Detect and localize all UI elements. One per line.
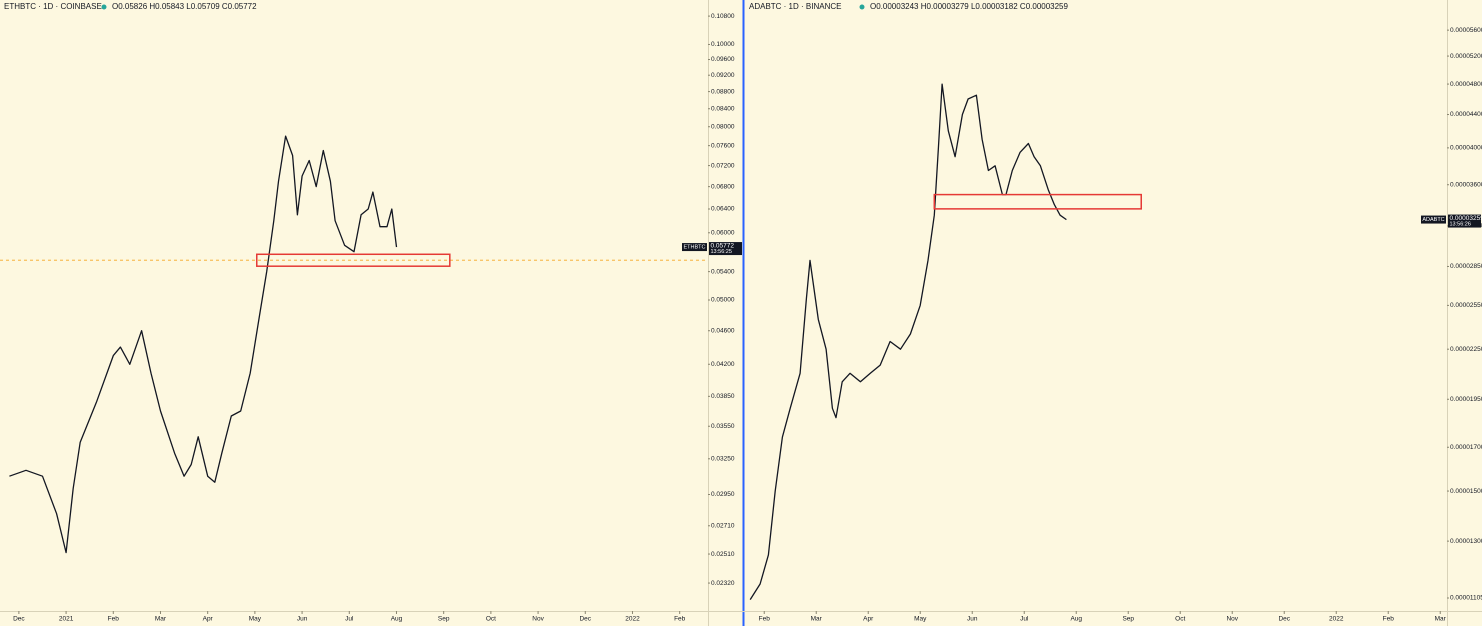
price-tag-countdown: 13:56:25 — [711, 249, 732, 255]
y-tick-label: 0.00001300 — [1450, 538, 1482, 545]
x-tick-label: Aug — [391, 616, 403, 623]
x-tick-label: Aug — [1070, 616, 1082, 623]
price-tag-symbol: ETHBTC — [684, 245, 706, 251]
y-tick-label: 0.09600 — [711, 56, 735, 63]
y-tick-label: 0.10000 — [711, 41, 735, 48]
y-tick-label: 0.03250 — [711, 456, 735, 463]
y-tick-label: 0.02510 — [711, 551, 735, 558]
y-tick-label: 0.06400 — [711, 206, 735, 213]
zone-box — [256, 253, 451, 267]
y-tick-label: 0.00001500 — [1450, 488, 1482, 495]
price-tag-bg — [1448, 214, 1481, 228]
y-tick-label: 0.05400 — [711, 268, 735, 275]
y-tick-label: 0.02320 — [711, 580, 735, 587]
y-tick-label: 0.00002250 — [1450, 346, 1482, 353]
y-tick-label: 0.02710 — [711, 522, 735, 529]
x-tick-label: Feb — [759, 616, 771, 623]
x-tick-label: Jun — [297, 616, 308, 623]
x-tick-label: May — [914, 616, 927, 623]
price-tag-price: 0.05772 — [711, 242, 735, 249]
y-tick-label: 0.03850 — [711, 393, 735, 400]
y-tick-label: 0.03550 — [711, 423, 735, 430]
x-tick-label: Oct — [486, 616, 496, 623]
price-tag-symbol-bg — [1421, 215, 1446, 224]
price-tag-price: 0.00003259 — [1450, 215, 1482, 222]
chart-title: ETHBTC · 1D · COINBASE — [4, 2, 102, 11]
x-tick-label: Dec — [13, 616, 25, 623]
price-tag-symbol: ADABTC — [1422, 217, 1444, 223]
y-tick-label: 0.05000 — [711, 297, 735, 304]
y-tick-label: 0.00001700 — [1450, 444, 1482, 451]
y-tick-label: 0.00002550 — [1450, 302, 1482, 309]
x-tick-label: Apr — [203, 616, 214, 623]
x-tick-label: Jul — [1020, 616, 1029, 623]
x-tick-label: Mar — [155, 616, 167, 623]
ohlc-legend: O0.00003243 H0.00003279 L0.00003182 C0.0… — [870, 2, 1069, 11]
price-line — [9, 135, 398, 554]
y-tick-label: 0.07600 — [711, 142, 735, 149]
y-tick-label: 0.00005200 — [1450, 53, 1482, 60]
x-tick-label: Feb — [1383, 616, 1395, 623]
y-tick-label: 0.06800 — [711, 183, 735, 190]
price-line — [749, 83, 1067, 600]
status-dot — [859, 4, 865, 10]
chart-title: ADABTC · 1D · BINANCE — [749, 2, 841, 11]
price-tag-bg — [709, 242, 742, 256]
x-tick-label: Feb — [108, 616, 120, 623]
x-tick-label: Sep — [438, 616, 450, 623]
x-tick-label: Sep — [1122, 616, 1134, 623]
y-tick-label: 0.00002850 — [1450, 263, 1482, 270]
status-dot — [101, 4, 107, 10]
x-tick-label: Jun — [967, 616, 978, 623]
x-tick-label: 2022 — [1329, 616, 1344, 623]
x-tick-label: 2022 — [625, 616, 640, 623]
price-tag-symbol-bg — [682, 243, 707, 252]
x-tick-label: Mar — [811, 616, 823, 623]
y-tick-label: 0.09200 — [711, 72, 735, 79]
y-tick-label: 0.07200 — [711, 162, 735, 169]
y-tick-label: 0.08800 — [711, 88, 735, 95]
price-tag-countdown: 13:56:26 — [1450, 222, 1471, 228]
y-tick-label: 0.08400 — [711, 105, 735, 112]
y-tick-label: 0.00001105 — [1450, 595, 1482, 602]
x-tick-label: 2021 — [59, 616, 74, 623]
y-tick-label: 0.00003600 — [1450, 181, 1482, 188]
y-tick-label: 0.00001950 — [1450, 396, 1482, 403]
x-tick-label: May — [249, 616, 262, 623]
y-tick-label: 0.06000 — [711, 229, 735, 236]
ohlc-legend: O0.05826 H0.05843 L0.05709 C0.05772 — [112, 2, 257, 11]
x-tick-label: Nov — [532, 616, 544, 623]
y-tick-label: 0.04600 — [711, 327, 735, 334]
x-tick-label: Dec — [1278, 616, 1290, 623]
x-tick-label: Feb — [674, 616, 686, 623]
y-tick-label: 0.04200 — [711, 361, 735, 368]
y-tick-label: 0.00005600 — [1450, 27, 1482, 34]
y-tick-label: 0.00004800 — [1450, 81, 1482, 88]
x-tick-label: Mar — [1435, 616, 1447, 623]
y-tick-label: 0.10800 — [711, 13, 735, 20]
y-tick-label: 0.02950 — [711, 491, 735, 498]
y-tick-label: 0.00004400 — [1450, 111, 1482, 118]
y-tick-label: 0.00004000 — [1450, 145, 1482, 152]
x-tick-label: Nov — [1226, 616, 1238, 623]
x-tick-label: Oct — [1175, 616, 1185, 623]
y-tick-label: 0.08000 — [711, 123, 735, 130]
x-tick-label: Apr — [863, 616, 874, 623]
zone-box — [933, 193, 1142, 210]
x-tick-label: Dec — [579, 616, 591, 623]
x-tick-label: Jul — [345, 616, 354, 623]
